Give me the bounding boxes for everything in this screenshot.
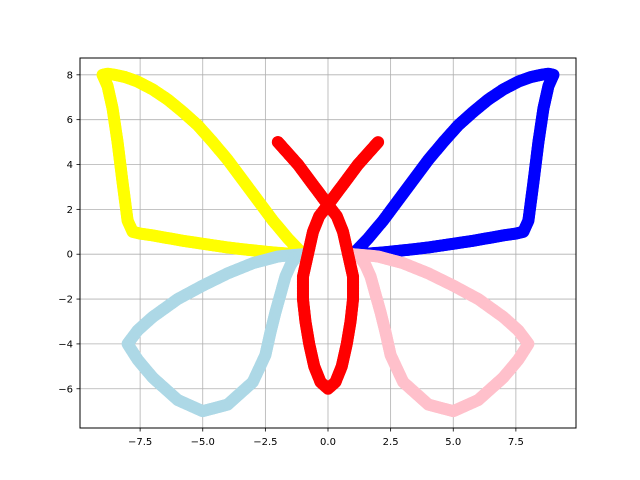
x-tick-label: 7.5 xyxy=(508,437,524,448)
series-2 xyxy=(347,67,560,261)
x-tick-label: −2.5 xyxy=(253,437,277,448)
y-tick-label: 2 xyxy=(67,205,73,216)
y-tick-label: 8 xyxy=(67,70,73,81)
y-tick-label: 6 xyxy=(67,115,73,126)
series-3 xyxy=(121,248,309,418)
x-tick-label: 5.0 xyxy=(445,437,461,448)
y-tick-label: −6 xyxy=(58,384,73,395)
x-tick-label: 2.5 xyxy=(383,437,399,448)
scatter-point xyxy=(322,198,334,211)
x-tick-label: 0.0 xyxy=(320,437,336,448)
x-axis-ticks: −7.5 −5.0 −2.5 0.0 2.5 5.0 7.5 xyxy=(128,428,524,448)
x-tick-label: −5.0 xyxy=(191,437,215,448)
y-tick-label: −2 xyxy=(58,295,73,306)
y-tick-label: −4 xyxy=(58,339,73,350)
x-tick-label: −7.5 xyxy=(128,437,152,448)
y-axis-ticks: −6 −4 −2 0 2 4 6 8 xyxy=(58,70,80,395)
series-4 xyxy=(347,248,535,418)
series-6 xyxy=(296,198,360,395)
data-series xyxy=(96,67,560,418)
series-5 xyxy=(271,136,385,211)
scatter-point xyxy=(271,136,284,149)
y-tick-label: 0 xyxy=(67,250,73,261)
y-tick-label: 4 xyxy=(67,160,73,171)
